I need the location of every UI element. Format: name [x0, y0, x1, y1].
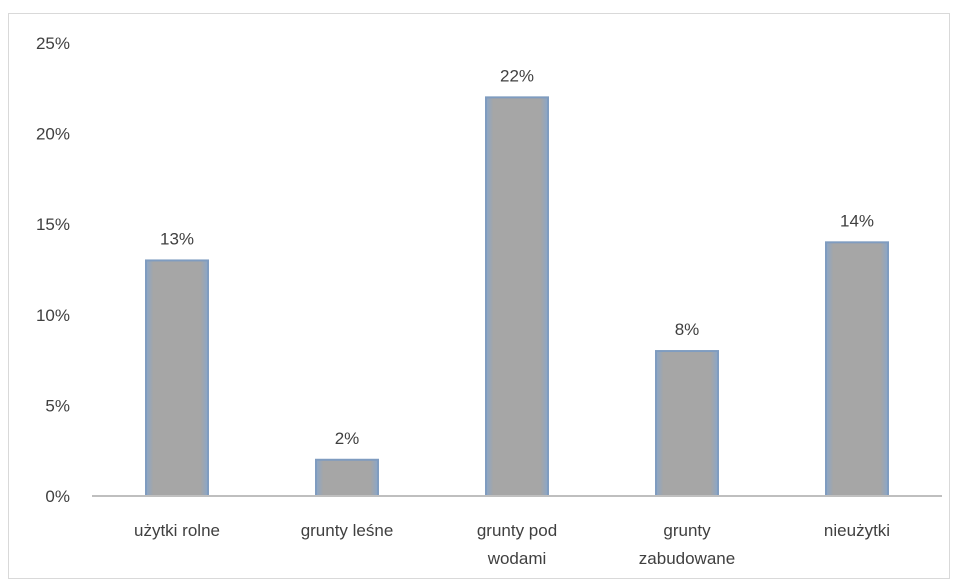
- data-label: 22%: [500, 66, 534, 85]
- category-label-line: nieużytki: [824, 521, 890, 540]
- bar: [825, 241, 889, 497]
- category-label-line: grunty leśne: [301, 521, 394, 540]
- y-tick-label: 15%: [36, 215, 70, 234]
- category-label-line: użytki rolne: [134, 521, 220, 540]
- category-label: użytki rolne: [134, 521, 220, 540]
- category-label-line: grunty: [663, 521, 711, 540]
- bar: [145, 259, 209, 497]
- y-tick-label: 10%: [36, 306, 70, 325]
- category-label-line: zabudowane: [639, 549, 735, 568]
- y-tick-label: 0%: [45, 487, 70, 506]
- bar: [655, 350, 719, 498]
- data-label: 13%: [160, 229, 194, 248]
- category-labels: użytki rolne grunty leśne grunty pod wodami…: [134, 521, 890, 568]
- bar: [485, 96, 549, 498]
- category-label: grunty zabudowane: [639, 521, 735, 568]
- y-axis-ticks: 0% 5% 10% 15% 20% 25%: [36, 34, 70, 506]
- category-label-line: wodami: [487, 549, 547, 568]
- y-tick-label: 5%: [45, 396, 70, 415]
- category-label: grunty pod wodami: [477, 521, 557, 568]
- bars: [145, 96, 889, 498]
- y-tick-label: 20%: [36, 125, 70, 144]
- bar: [315, 458, 379, 498]
- data-label: 14%: [840, 211, 874, 230]
- data-labels: 13% 2% 22% 8% 14%: [160, 66, 874, 447]
- data-label: 8%: [675, 320, 700, 339]
- category-label-line: grunty pod: [477, 521, 557, 540]
- category-label: nieużytki: [824, 521, 890, 540]
- y-tick-label: 25%: [36, 34, 70, 53]
- data-label: 2%: [335, 429, 360, 448]
- category-label: grunty leśne: [301, 521, 394, 540]
